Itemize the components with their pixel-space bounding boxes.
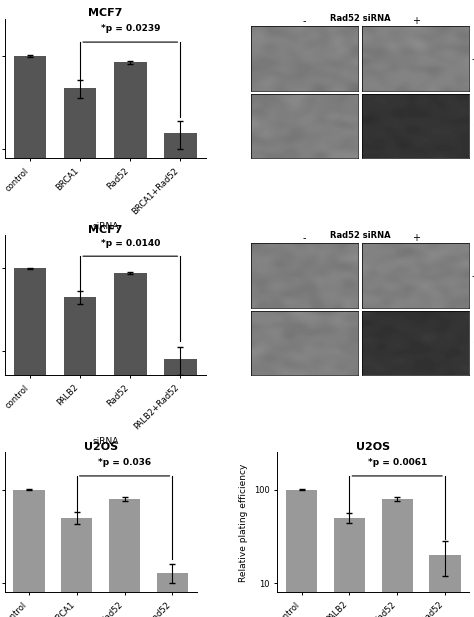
Text: *p = 0.0140: *p = 0.0140 [100,239,160,248]
Title: MCF7: MCF7 [88,225,122,234]
Bar [109,499,140,617]
Text: *p = 0.0061: *p = 0.0061 [367,458,427,467]
Title: U2OS: U2OS [356,442,391,452]
Text: *p = 0.036: *p = 0.036 [98,458,151,467]
Text: Rad52 siRNA: Rad52 siRNA [330,14,391,23]
Text: +: + [412,233,420,242]
Text: -: - [303,233,306,242]
X-axis label: siRNA: siRNA [92,437,118,446]
Y-axis label: Relative plating efficiency: Relative plating efficiency [239,463,248,582]
Bar [382,499,413,617]
Bar [164,133,197,617]
Bar [13,490,45,617]
X-axis label: siRNA: siRNA [92,222,118,231]
Bar [286,490,317,617]
Bar [64,88,97,617]
Bar [61,518,92,617]
Bar [157,573,188,617]
Text: -: - [472,271,474,281]
Bar [429,555,461,617]
Text: -: - [303,16,306,26]
Bar [114,273,146,617]
Bar [334,518,365,617]
Title: U2OS: U2OS [83,442,118,452]
Text: +: + [412,16,420,26]
Title: MCF7: MCF7 [88,8,122,18]
Text: +: + [472,121,474,131]
Text: *p = 0.0239: *p = 0.0239 [100,24,160,33]
Text: +: + [472,338,474,348]
Bar [14,56,46,617]
Text: -: - [472,54,474,64]
Bar [164,358,197,617]
Bar [64,297,97,617]
Bar [14,268,46,617]
Text: Rad52 siRNA: Rad52 siRNA [330,231,391,240]
Bar [114,62,146,617]
